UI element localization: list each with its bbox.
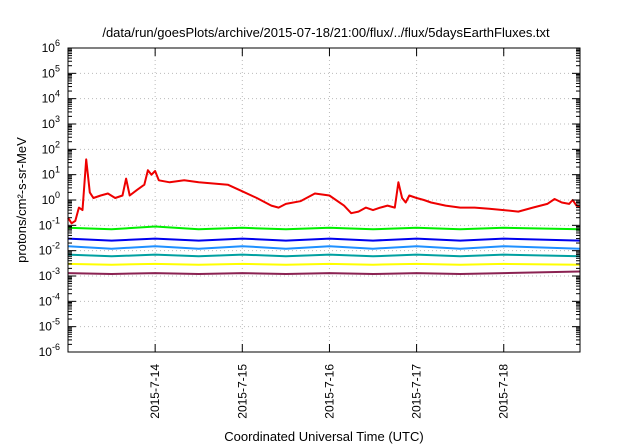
series-lines xyxy=(67,158,581,275)
y-tick-label-exp: 0 xyxy=(55,190,60,200)
y-tick-label-base: 10 xyxy=(39,345,53,359)
y-tick-label: 10-5 xyxy=(39,317,60,334)
y-tick-label-base: 10 xyxy=(42,117,56,131)
y-tick-label-exp: 3 xyxy=(55,114,60,124)
x-axis-label: Coordinated Universal Time (UTC) xyxy=(224,429,423,444)
y-tick-label: 104 xyxy=(42,89,60,106)
grid xyxy=(68,48,580,352)
series-line-7 xyxy=(67,270,581,275)
y-tick-label-exp: -5 xyxy=(52,317,60,327)
y-tick-label-base: 10 xyxy=(42,142,56,156)
y-tick-label-base: 10 xyxy=(42,66,56,80)
y-tick-label: 101 xyxy=(42,165,60,182)
x-tick-label: 2015-7-15 xyxy=(235,364,249,419)
y-tick-label-exp: 6 xyxy=(55,38,60,48)
y-tick-label: 10-1 xyxy=(39,215,60,232)
y-tick-label-base: 10 xyxy=(42,168,56,182)
series-line-1 xyxy=(67,158,581,225)
y-tick-label: 10-4 xyxy=(39,291,60,308)
y-axis: 10-610-510-410-310-210-11001011021031041… xyxy=(39,38,580,359)
y-tick-label-base: 10 xyxy=(39,269,53,283)
y-tick-label-exp: -2 xyxy=(52,241,60,251)
y-tick-label-exp: 1 xyxy=(55,165,60,175)
y-tick-label: 100 xyxy=(42,190,60,207)
y-tick-label: 10-6 xyxy=(39,342,60,359)
x-tick-label: 2015-7-14 xyxy=(148,364,162,419)
y-tick-label-exp: 5 xyxy=(55,63,60,73)
y-tick-label-base: 10 xyxy=(42,92,56,106)
x-tick-label: 2015-7-18 xyxy=(497,364,511,419)
series-line-4 xyxy=(67,245,581,250)
y-tick-label-base: 10 xyxy=(39,218,53,232)
y-tick-label: 105 xyxy=(42,63,60,80)
x-tick-label: 2015-7-16 xyxy=(322,364,336,419)
y-tick-label: 10-3 xyxy=(39,266,60,283)
y-tick-label-exp: 4 xyxy=(55,89,60,99)
y-axis-label: protons/cm²-s-sr-MeV xyxy=(14,137,29,263)
y-tick-label-exp: -4 xyxy=(52,291,60,301)
y-tick-label: 103 xyxy=(42,114,60,131)
x-axis: 2015-7-14 2015-7-15 2015-7-16 2015-7-17 2015… xyxy=(148,48,511,419)
y-tick-label-base: 10 xyxy=(39,320,53,334)
y-tick-label-exp: -6 xyxy=(52,342,60,352)
y-tick-label-base: 10 xyxy=(39,244,53,258)
y-tick-label-base: 10 xyxy=(42,41,56,55)
y-tick-label-base: 10 xyxy=(42,193,56,207)
series-line-6 xyxy=(67,262,581,266)
y-tick-label: 10-2 xyxy=(39,241,60,258)
x-tick-label: 2015-7-17 xyxy=(410,364,424,419)
y-tick-label-exp: -1 xyxy=(52,215,60,225)
y-tick-label-exp: -3 xyxy=(52,266,60,276)
series-line-5 xyxy=(67,253,581,258)
y-tick-label-base: 10 xyxy=(39,294,53,308)
y-tick-label: 106 xyxy=(42,38,60,55)
series-line-3 xyxy=(67,237,581,242)
series-line-2 xyxy=(67,225,581,231)
y-tick-label: 102 xyxy=(42,139,60,156)
chart-title: /data/run/goesPlots/archive/2015-07-18/2… xyxy=(102,25,550,40)
y-tick-label-exp: 2 xyxy=(55,139,60,149)
